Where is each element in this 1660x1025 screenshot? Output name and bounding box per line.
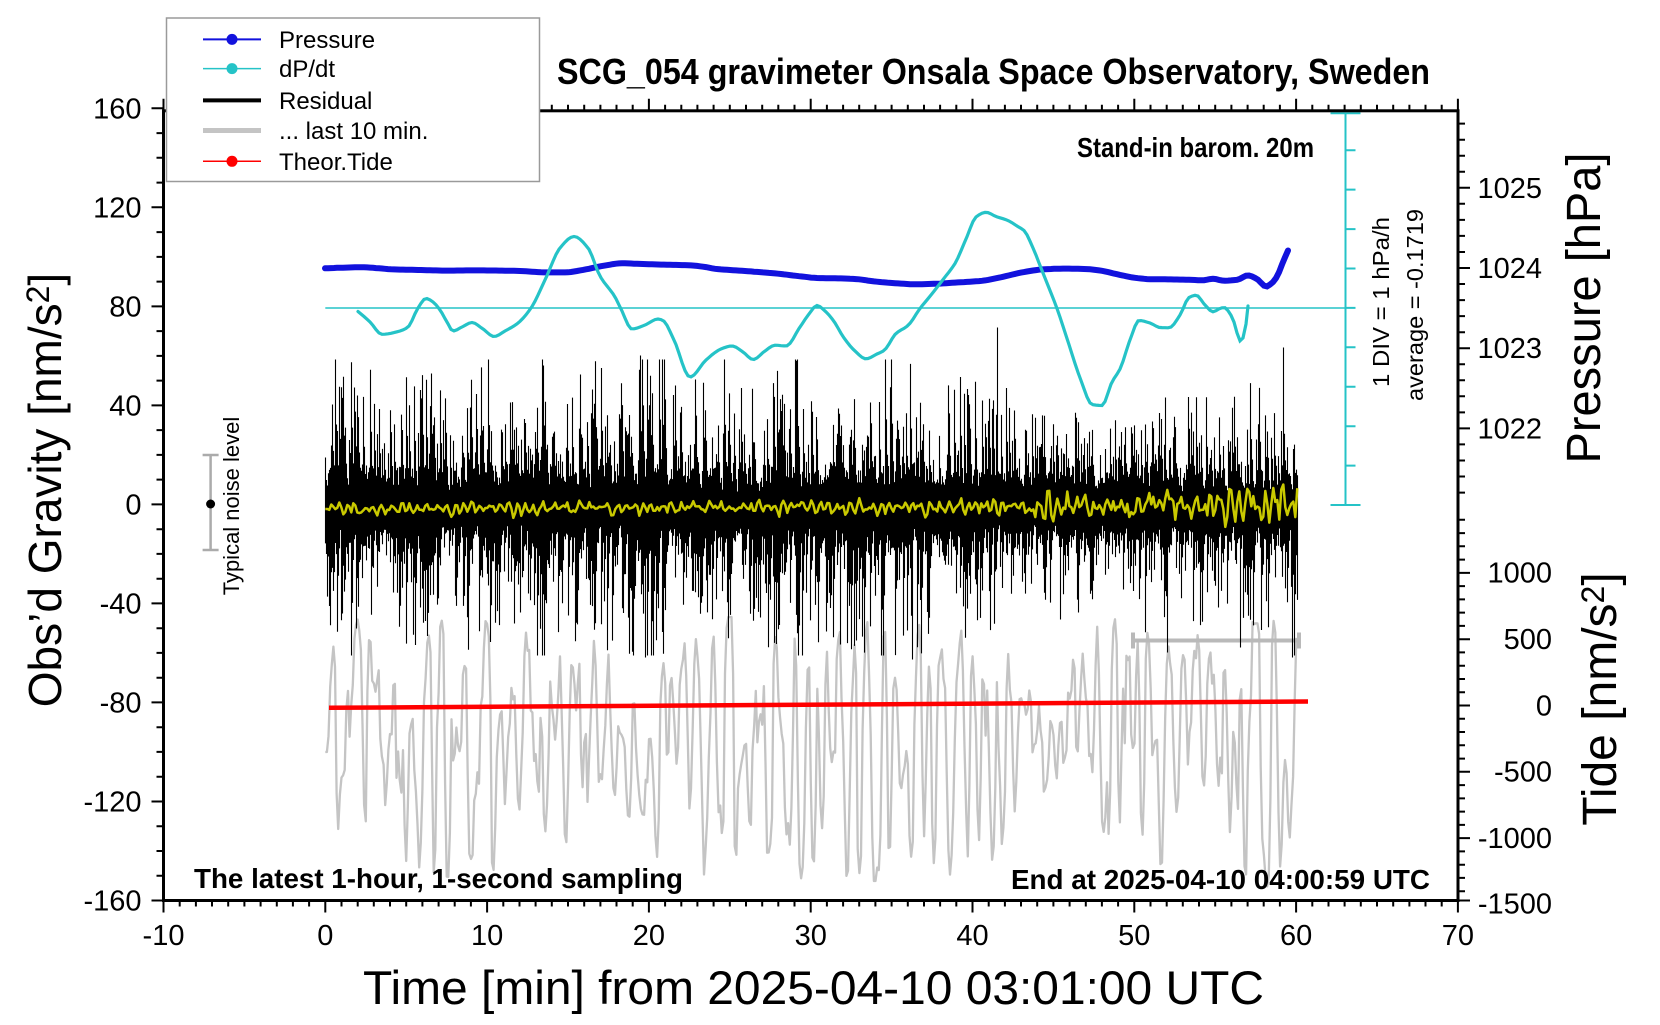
svg-text:Stand-in barom. 20m: Stand-in barom. 20m (1077, 132, 1314, 163)
svg-text:40: 40 (956, 920, 988, 952)
svg-text:-160: -160 (83, 886, 141, 918)
svg-text:0: 0 (1536, 691, 1552, 723)
svg-text:Time [min] from 2025-04-10 03:: Time [min] from 2025-04-10 03:01:00 UTC (363, 961, 1264, 1014)
svg-text:SCG_054 gravimeter Onsala Spac: SCG_054 gravimeter Onsala Space Observat… (557, 51, 1430, 92)
svg-text:500: 500 (1504, 624, 1552, 656)
svg-text:70: 70 (1442, 920, 1474, 952)
svg-text:50: 50 (1118, 920, 1150, 952)
svg-text:-10: -10 (143, 920, 185, 952)
svg-text:-120: -120 (83, 787, 141, 819)
svg-text:-40: -40 (100, 588, 142, 620)
svg-text:1000: 1000 (1487, 558, 1552, 590)
svg-text:-500: -500 (1494, 757, 1552, 789)
svg-text:1 DIV = 1 hPa/h: 1 DIV = 1 hPa/h (1368, 217, 1394, 387)
svg-text:0: 0 (125, 489, 141, 521)
svg-text:160: 160 (93, 93, 141, 125)
svg-text:End at 2025-04-10 04:00:59 UTC: End at 2025-04-10 04:00:59 UTC (1011, 864, 1430, 895)
svg-text:-1500: -1500 (1478, 889, 1552, 921)
svg-text:20: 20 (633, 920, 665, 952)
svg-text:80: 80 (109, 291, 141, 323)
svg-text:Obs’d Gravity [nm/s2]: Obs’d Gravity [nm/s2] (19, 273, 71, 707)
svg-text:1022: 1022 (1477, 413, 1542, 445)
svg-text:Tide [nm/s2]: Tide [nm/s2] (1574, 572, 1627, 825)
svg-text:The latest 1-hour, 1-second sa: The latest 1-hour, 1-second sampling (194, 863, 683, 894)
svg-text:40: 40 (109, 390, 141, 422)
svg-text:1023: 1023 (1477, 333, 1542, 365)
svg-text:dP/dt: dP/dt (279, 56, 335, 83)
svg-text:... last 10 min.: ... last 10 min. (279, 118, 428, 145)
svg-text:Typical noise level: Typical noise level (219, 417, 244, 596)
svg-text:Pressure: Pressure (279, 27, 375, 54)
svg-text:-80: -80 (100, 687, 142, 719)
svg-text:10: 10 (471, 920, 503, 952)
svg-text:0: 0 (317, 920, 333, 952)
svg-text:average = -0.1719: average = -0.1719 (1402, 209, 1428, 401)
svg-text:1025: 1025 (1477, 173, 1542, 205)
svg-text:Pressure [hPa]: Pressure [hPa] (1558, 153, 1611, 464)
svg-text:Theor.Tide: Theor.Tide (279, 149, 393, 176)
svg-text:Residual: Residual (279, 88, 372, 115)
svg-text:30: 30 (795, 920, 827, 952)
svg-text:-1000: -1000 (1478, 823, 1552, 855)
svg-text:1024: 1024 (1477, 253, 1542, 285)
svg-text:60: 60 (1280, 920, 1312, 952)
svg-text:120: 120 (93, 192, 141, 224)
